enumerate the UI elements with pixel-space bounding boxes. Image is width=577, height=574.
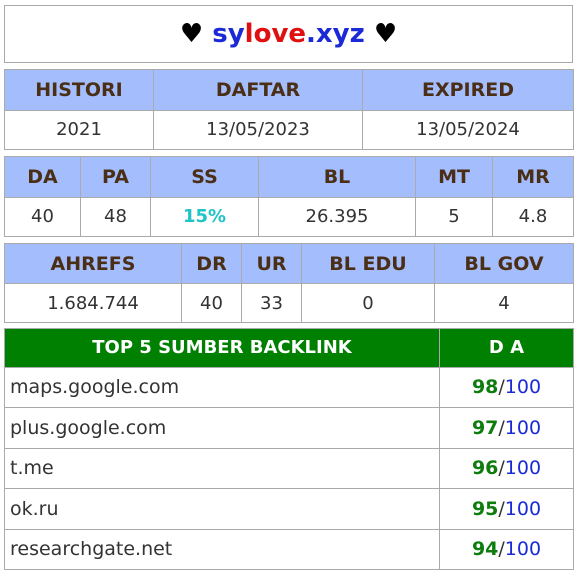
header-histori: HISTORI — [5, 70, 154, 111]
value-pa: 48 — [81, 197, 151, 236]
header-mr: MR — [493, 157, 574, 198]
backlink-da: 97/100 — [440, 408, 574, 448]
value-bl-edu: 0 — [302, 284, 435, 323]
header-pa: PA — [81, 157, 151, 198]
title-sy: sy — [212, 19, 244, 49]
header-bl: BL — [259, 157, 416, 198]
da-max: 100 — [505, 538, 541, 560]
value-bl: 26.395 — [259, 197, 416, 236]
header-top-sources: TOP 5 SUMBER BACKLINK — [5, 329, 440, 368]
heart-icon: ♥ — [374, 19, 397, 49]
da-max: 100 — [505, 457, 541, 479]
da-max: 100 — [505, 417, 541, 439]
da-max: 100 — [505, 376, 541, 398]
backlink-source: plus.google.com — [5, 408, 440, 448]
value-bl-gov: 4 — [435, 284, 574, 323]
value-ur: 33 — [242, 284, 302, 323]
table-row: researchgate.net 94/100 — [5, 529, 574, 570]
da-score: 98 — [472, 376, 498, 398]
value-dr: 40 — [182, 284, 242, 323]
backlink-da: 95/100 — [440, 489, 574, 529]
site-title: ♥ sy love .xyz ♥ — [4, 5, 573, 63]
backlink-da: 96/100 — [440, 448, 574, 488]
header-daftar: DAFTAR — [154, 70, 363, 111]
domain-info-table: HISTORI DAFTAR EXPIRED 2021 13/05/2023 1… — [4, 69, 573, 150]
backlink-sources-table: TOP 5 SUMBER BACKLINK D A maps.google.co… — [4, 328, 573, 570]
title-love: love — [245, 19, 306, 49]
header-bl-edu: BL EDU — [302, 244, 435, 284]
header-ur: UR — [242, 244, 302, 284]
value-expired: 13/05/2024 — [363, 110, 574, 149]
value-ahrefs: 1.684.744 — [5, 284, 182, 323]
da-max: 100 — [505, 498, 541, 520]
title-tld: .xyz — [306, 19, 365, 49]
value-daftar: 13/05/2023 — [154, 110, 363, 149]
header-expired: EXPIRED — [363, 70, 574, 111]
backlink-source: researchgate.net — [5, 529, 440, 570]
header-ss: SS — [151, 157, 259, 198]
header-ahrefs: AHREFS — [5, 244, 182, 284]
value-mt: 5 — [416, 197, 493, 236]
da-score: 94 — [472, 538, 498, 560]
header-source-da: D A — [440, 329, 574, 368]
header-bl-gov: BL GOV — [435, 244, 574, 284]
ahrefs-metrics-table: AHREFS DR UR BL EDU BL GOV 1.684.744 40 … — [4, 243, 573, 323]
backlink-da: 94/100 — [440, 529, 574, 570]
table-row: t.me 96/100 — [5, 448, 574, 488]
table-row: maps.google.com 98/100 — [5, 367, 574, 407]
da-score: 96 — [472, 457, 498, 479]
header-dr: DR — [182, 244, 242, 284]
backlink-da: 98/100 — [440, 367, 574, 407]
value-mr: 4.8 — [493, 197, 574, 236]
da-score: 97 — [472, 417, 498, 439]
table-row: plus.google.com 97/100 — [5, 408, 574, 448]
table-row: ok.ru 95/100 — [5, 489, 574, 529]
backlink-source: maps.google.com — [5, 367, 440, 407]
value-da: 40 — [5, 197, 81, 236]
backlink-source: t.me — [5, 448, 440, 488]
da-score: 95 — [472, 498, 498, 520]
value-ss: 15% — [151, 197, 259, 236]
moz-metrics-table: DA PA SS BL MT MR 40 48 15% 26.395 5 4.8 — [4, 156, 573, 237]
heart-icon: ♥ — [180, 19, 203, 49]
header-da: DA — [5, 157, 81, 198]
header-mt: MT — [416, 157, 493, 198]
backlink-source: ok.ru — [5, 489, 440, 529]
value-histori: 2021 — [5, 110, 154, 149]
